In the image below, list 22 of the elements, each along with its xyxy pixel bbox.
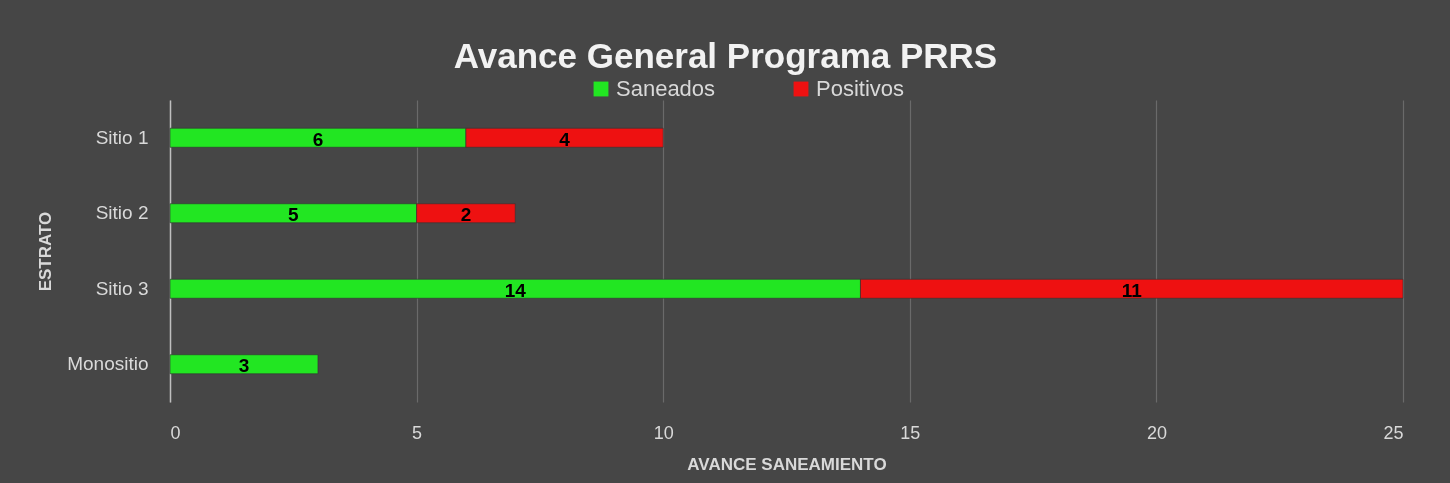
legend-label: Saneados <box>616 76 716 101</box>
data-label: 5 <box>288 204 300 226</box>
x-tick-label: 10 <box>653 422 674 443</box>
data-label: 2 <box>460 204 472 226</box>
data-label: 3 <box>238 355 250 377</box>
y-tick-label: Sitio 2 <box>95 202 149 224</box>
data-label: 6 <box>312 128 324 150</box>
y-tick-label: Sitio 1 <box>95 126 149 148</box>
x-tick-label: 5 <box>412 422 423 443</box>
x-tick-label: 25 <box>1383 422 1404 443</box>
y-tick-label: Sitio 3 <box>95 277 149 299</box>
x-tick-label: 15 <box>900 422 921 443</box>
y-tick-label: Monositio <box>67 353 149 375</box>
x-axis-title: AVANCE SANEAMIENTO <box>687 454 887 474</box>
x-tick-label: 0 <box>170 422 181 443</box>
x-tick-label: 20 <box>1146 422 1167 443</box>
chart-title: Avance General Programa PRRS <box>453 36 998 75</box>
y-axis-title: ESTRATO <box>36 211 56 292</box>
legend-label: Positivos <box>816 76 905 101</box>
data-label: 4 <box>559 128 571 150</box>
data-label: 11 <box>1121 279 1143 301</box>
data-label: 14 <box>504 279 527 301</box>
